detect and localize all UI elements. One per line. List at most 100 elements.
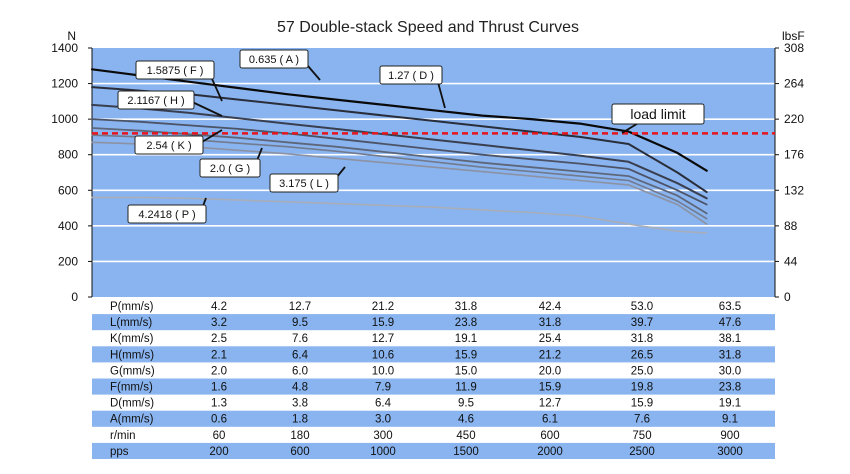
table-cell: 1.6 (211, 382, 227, 394)
table-cell: 25.0 (631, 365, 653, 377)
table-cell: 21.2 (372, 301, 394, 313)
table-cell: 300 (373, 430, 392, 442)
series-label: 1.27 ( D ) (388, 70, 434, 82)
table-cell: 11.9 (455, 382, 477, 394)
table-row: A(mm/s) 0.6 1.8 3.0 4.6 6.1 7.6 9.1 (92, 410, 775, 427)
table-cell: 6.4 (375, 398, 392, 410)
callout-box (134, 135, 204, 155)
table-cell: 4.2 (211, 301, 227, 313)
right-tick-label: 220 (784, 112, 804, 126)
table-row: P(mm/s) 4.2 12.7 21.2 31.8 42.4 53.0 63.5 (110, 301, 741, 313)
series-callout: 2.1167 ( H ) (117, 90, 223, 117)
table-cell: 0.6 (211, 414, 227, 426)
table-cell: 53.0 (631, 301, 653, 313)
left-tick-label: 1000 (51, 112, 78, 126)
table-cell: 180 (290, 430, 309, 442)
series-label: 1.5875 ( F ) (147, 65, 204, 77)
left-axis-unit: N (67, 29, 76, 43)
table-cell: 23.8 (719, 382, 741, 394)
series-line (91, 103, 708, 200)
series-line (90, 68, 708, 172)
table-cell: 15.9 (455, 349, 477, 361)
right-tick-label: 44 (784, 254, 798, 268)
table-cell: 9.5 (292, 317, 308, 329)
table-cell: 23.8 (455, 317, 477, 329)
table-cell: 38.1 (719, 333, 741, 345)
row-shading (92, 442, 775, 459)
table-cell: 3.8 (292, 398, 308, 410)
load-limit-label: load limit (630, 106, 685, 122)
table-row: pps 200 600 1000 1500 2000 2500 3000 (92, 442, 775, 459)
table-cell: 7.9 (375, 382, 391, 394)
table-row: r/min 60 180 300 450 600 750 900 (110, 430, 740, 442)
table-cell: 6.0 (292, 365, 308, 377)
row-label: r/min (110, 430, 136, 442)
table-cell: 3000 (717, 446, 743, 458)
table-cell: 31.8 (631, 333, 653, 345)
right-tick-label: 176 (784, 148, 804, 162)
series-callout: 3.175 ( L ) (269, 166, 346, 193)
series-label: 2.1167 ( H ) (127, 95, 184, 107)
load-limit-callout: load limit (611, 103, 705, 134)
row-shading (92, 410, 775, 427)
series-label: 4.2418 ( P ) (138, 209, 195, 221)
table-cell: 15.9 (539, 382, 561, 394)
callout-box (135, 60, 215, 80)
table-cell: 15.0 (455, 365, 477, 377)
table-cell: 2.1 (211, 349, 227, 361)
table-row: L(mm/s) 3.2 9.5 15.9 23.8 31.8 39.7 47.6 (92, 314, 775, 331)
row-label: G(mm/s) (110, 365, 155, 377)
table-cell: 6.1 (542, 414, 558, 426)
table-cell: 4.6 (458, 414, 474, 426)
callout-box (239, 49, 309, 69)
series-callout: 0.635 ( A ) (239, 49, 321, 81)
right-tick-label: 0 (784, 290, 791, 304)
table-cell: 10.0 (372, 365, 394, 377)
callout-box (117, 90, 195, 110)
table-cell: 47.6 (719, 317, 741, 329)
table-cell: 450 (456, 430, 475, 442)
table-cell: 15.9 (372, 317, 394, 329)
row-label: L(mm/s) (110, 317, 152, 329)
table-cell: 25.4 (539, 333, 562, 345)
table-cell: 39.7 (631, 317, 653, 329)
table-cell: 15.9 (631, 398, 653, 410)
right-tick-label: 132 (784, 183, 804, 197)
table-cell: 31.8 (719, 349, 741, 361)
table-cell: 19.1 (719, 398, 741, 410)
row-label: D(mm/s) (110, 398, 154, 410)
table-row: K(mm/s) 2.5 7.6 12.7 19.1 25.4 31.8 38.1 (110, 333, 741, 345)
table-cell: 750 (632, 430, 651, 442)
table-cell: 12.7 (289, 301, 311, 313)
table-cell: 21.2 (539, 349, 561, 361)
table-cell: 7.6 (634, 414, 650, 426)
row-shading (92, 378, 775, 395)
table-cell: 1500 (453, 446, 479, 458)
table-cell: 200 (209, 446, 228, 458)
row-label: P(mm/s) (110, 301, 154, 313)
table-cell: 31.8 (539, 317, 561, 329)
table-cell: 2500 (629, 446, 655, 458)
table-cell: 2000 (537, 446, 563, 458)
callout-box (199, 158, 261, 178)
table-row: H(mm/s) 2.1 6.4 10.6 15.9 21.2 26.5 31.8 (92, 346, 775, 363)
table-row: D(mm/s) 1.3 3.8 6.4 9.5 12.7 15.9 19.1 (110, 398, 741, 410)
chart-title: 57 Double-stack Speed and Thrust Curves (277, 19, 579, 36)
table-cell: 19.1 (455, 333, 477, 345)
table-cell: 19.8 (631, 382, 653, 394)
series-line (91, 118, 708, 206)
row-label: H(mm/s) (110, 349, 154, 361)
callout-box (269, 173, 339, 193)
table-cell: 9.5 (458, 398, 474, 410)
table-cell: 2.5 (211, 333, 227, 345)
load-limit-box (611, 103, 705, 125)
series-label: 2.54 ( K ) (146, 140, 191, 152)
table-cell: 26.5 (631, 349, 653, 361)
table-cell: 9.1 (722, 414, 738, 426)
right-axis-unit: lbsF (782, 29, 805, 43)
table-cell: 12.7 (539, 398, 561, 410)
table-cell: 4.8 (292, 382, 308, 394)
table-cell: 63.5 (719, 301, 741, 313)
table-cell: 20.0 (539, 365, 561, 377)
